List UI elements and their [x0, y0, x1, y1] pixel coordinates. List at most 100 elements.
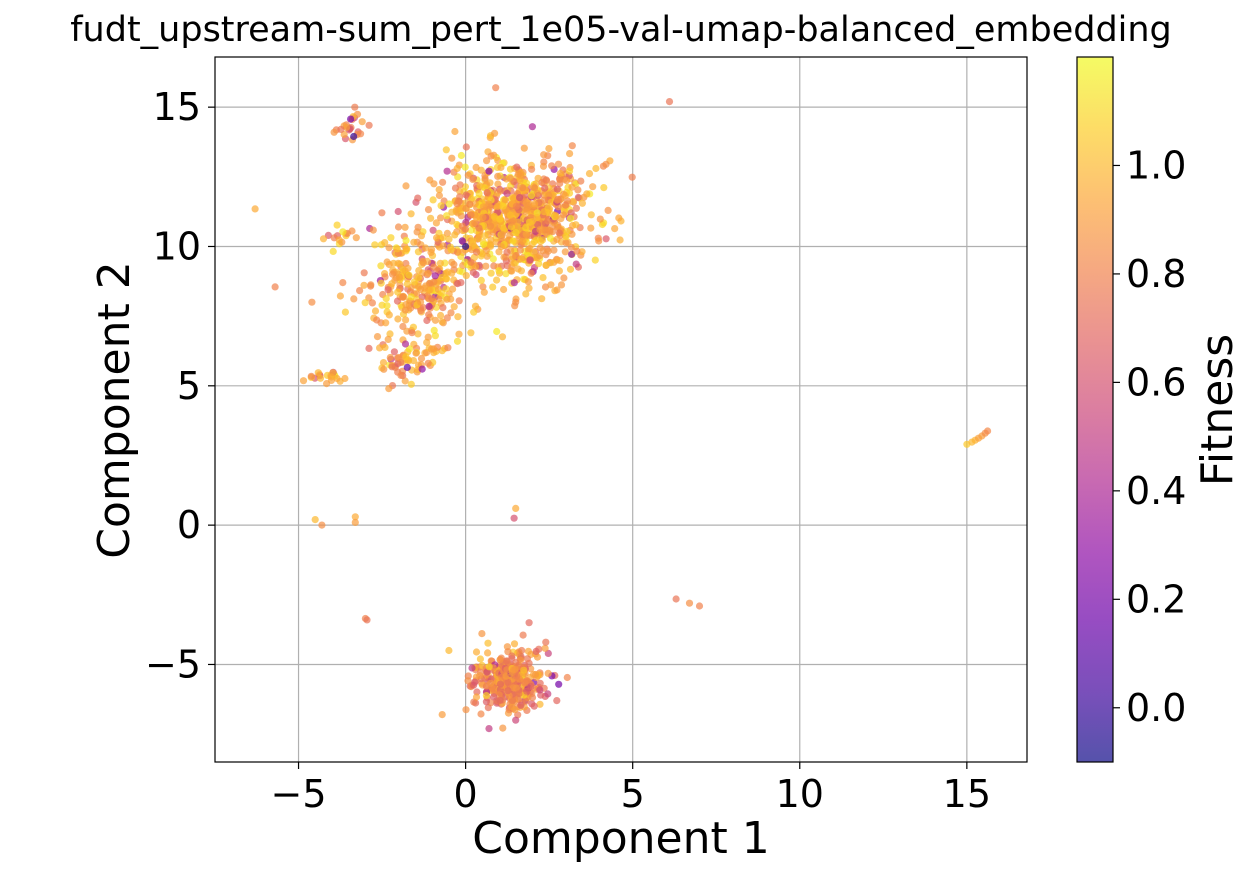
scatter-point [512, 716, 520, 724]
scatter-point [424, 333, 432, 341]
scatter-point [462, 272, 470, 280]
scatter-point [616, 236, 624, 244]
scatter-point [484, 639, 492, 647]
scatter-point [489, 283, 497, 291]
scatter-point [526, 256, 534, 264]
scatter-point [478, 630, 486, 638]
scatter-point [556, 169, 565, 178]
scatter-point [531, 200, 539, 208]
scatter-point [479, 213, 487, 221]
scatter-point [493, 327, 501, 336]
scatter-point [628, 173, 636, 181]
scatter-point [533, 213, 541, 222]
scatter-point [356, 287, 364, 295]
scatter-point [574, 193, 582, 202]
colorbar-tick-label: 1.0 [1126, 143, 1186, 187]
scatter-point [451, 127, 459, 136]
scatter-point [504, 687, 512, 695]
scatter-point [522, 697, 530, 705]
scatter-point [352, 234, 360, 242]
scatter-point [363, 616, 371, 624]
scatter-point [476, 182, 484, 190]
scatter-point [454, 313, 462, 321]
scatter-point [557, 281, 566, 289]
scatter-point [556, 176, 564, 184]
scatter-point [393, 297, 402, 305]
scatter-point [503, 248, 511, 256]
scatter-point [512, 202, 521, 210]
scatter-point [541, 644, 549, 652]
scatter-point [519, 237, 527, 245]
scatter-point [553, 185, 562, 193]
scatter-point [386, 330, 394, 338]
scatter-point [455, 330, 463, 338]
scatter-point [527, 682, 535, 691]
scatter-point [350, 132, 358, 141]
scatter-point [566, 265, 575, 273]
scatter-point [368, 299, 376, 307]
scatter-point [455, 297, 463, 305]
scatter-point [384, 286, 392, 294]
scatter-point [492, 84, 500, 92]
scatter-point [453, 220, 461, 229]
scatter-point [437, 311, 445, 320]
scatter-point [471, 200, 479, 208]
scatter-point [506, 232, 514, 240]
scatter-point [490, 693, 498, 701]
x-tick-label: 5 [621, 772, 645, 816]
scatter-point [439, 178, 447, 186]
scatter-point [329, 247, 337, 255]
scatter-point [467, 211, 475, 219]
scatter-point [493, 276, 501, 284]
scatter-point [527, 192, 536, 200]
scatter-point [518, 646, 526, 655]
scatter-point [316, 374, 325, 382]
colorbar-frame [1076, 56, 1114, 763]
scatter-point [462, 191, 470, 199]
scatter-point [462, 706, 470, 714]
scatter-point [314, 369, 322, 377]
colorbar-tick-label: 0.4 [1126, 469, 1186, 513]
scatter-point [542, 176, 550, 184]
scatter-point [414, 194, 422, 202]
scatter-point [385, 385, 393, 393]
scatter-point [462, 143, 470, 151]
scatter-point [347, 115, 355, 123]
scatter-point [445, 200, 453, 208]
scatter-point [443, 295, 451, 303]
scatter-point [389, 270, 397, 278]
scatter-point [544, 247, 552, 255]
scatter-point [539, 274, 547, 282]
scatter-point [574, 186, 582, 194]
scatter-point [419, 304, 427, 312]
scatter-point [547, 259, 555, 267]
scatter-point [484, 649, 492, 657]
scatter-point [435, 191, 443, 200]
scatter-point [506, 211, 514, 219]
scatter-point [491, 129, 499, 137]
scatter-point [508, 652, 516, 660]
scatter-point [335, 236, 343, 244]
scatter-point [547, 281, 555, 289]
scatter-point [490, 212, 498, 221]
scatter-point [402, 245, 410, 253]
scatter-point [561, 201, 570, 209]
scatter-point [469, 175, 477, 183]
scatter-point [381, 343, 389, 351]
scatter-point [485, 200, 493, 208]
scatter-point [472, 648, 481, 656]
scatter-point [499, 724, 507, 732]
scatter-point [399, 293, 407, 301]
colorbar-tick-label: 0.2 [1126, 577, 1186, 621]
scatter-point [502, 657, 510, 665]
scatter-point [600, 184, 608, 192]
scatter-point [431, 316, 439, 324]
scatter-point [527, 269, 535, 277]
scatter-point [479, 283, 487, 291]
scatter-point [562, 177, 571, 185]
scatter-point [523, 676, 531, 685]
scatter-point [561, 191, 569, 200]
scatter-point [489, 255, 497, 263]
scatter-point [401, 377, 409, 385]
scatter-point [410, 278, 418, 286]
